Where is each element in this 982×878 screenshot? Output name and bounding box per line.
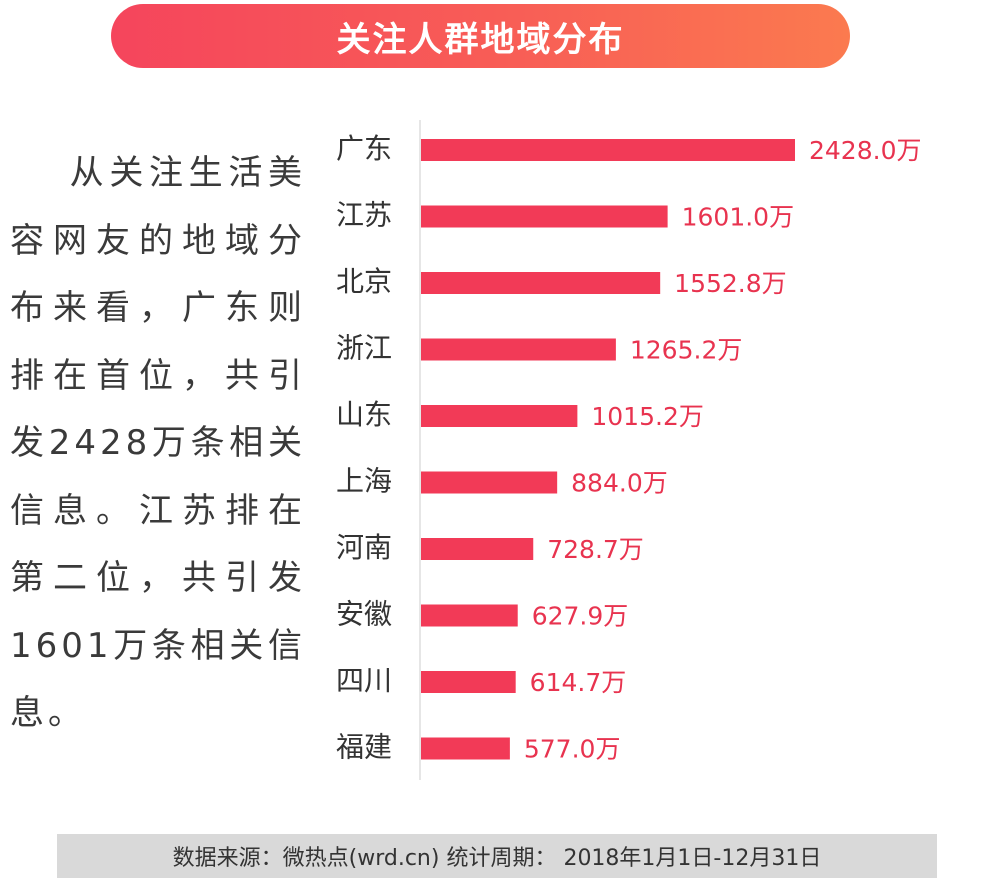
- bar: [421, 737, 510, 760]
- category-label: 山东: [336, 398, 392, 431]
- category-label: 江苏: [336, 199, 392, 232]
- value-label: 1015.2万: [591, 402, 703, 431]
- bar: [421, 471, 558, 494]
- category-label: 河南: [336, 531, 392, 564]
- value-label: 627.9万: [532, 602, 629, 631]
- bar: [421, 405, 578, 427]
- value-label: 1265.2万: [630, 336, 742, 365]
- value-label: 1552.8万: [674, 269, 786, 298]
- value-label: 728.7万: [547, 535, 644, 564]
- description-body: 从关注生活美容网友的地域分布来看，广东则排在首位，共引发2428万条相关信息。江…: [10, 153, 306, 733]
- value-label: 577.0万: [524, 735, 621, 764]
- category-label: 安徽: [336, 598, 392, 631]
- bar: [421, 671, 516, 693]
- value-label: 614.7万: [530, 668, 627, 697]
- category-label: 北京: [336, 265, 392, 298]
- bar: [421, 604, 518, 627]
- value-label: 2428.0万: [809, 136, 921, 165]
- description-text: 从关注生活美容网友的地域分布来看，广东则排在首位，共引发2428万条相关信息。江…: [10, 140, 306, 748]
- bar: [421, 205, 668, 228]
- bar: [421, 139, 795, 161]
- category-label: 四川: [336, 664, 392, 697]
- category-label: 上海: [336, 465, 392, 498]
- data-source-text: 数据来源：微热点(wrd.cn) 统计周期： 2018年1月1日-12月31日: [172, 846, 822, 871]
- footer-bar: 数据来源：微热点(wrd.cn) 统计周期： 2018年1月1日-12月31日: [57, 834, 937, 878]
- bar: [421, 538, 534, 560]
- value-label: 884.0万: [571, 469, 668, 498]
- bar: [421, 338, 616, 361]
- category-label: 浙江: [336, 332, 392, 365]
- chart-title: 关注人群地域分布: [336, 19, 625, 60]
- category-label: 广东: [336, 132, 392, 165]
- category-label: 福建: [336, 731, 392, 764]
- bar: [421, 272, 661, 294]
- value-label: 1601.0万: [682, 203, 794, 232]
- title-banner: 关注人群地域分布: [111, 4, 850, 68]
